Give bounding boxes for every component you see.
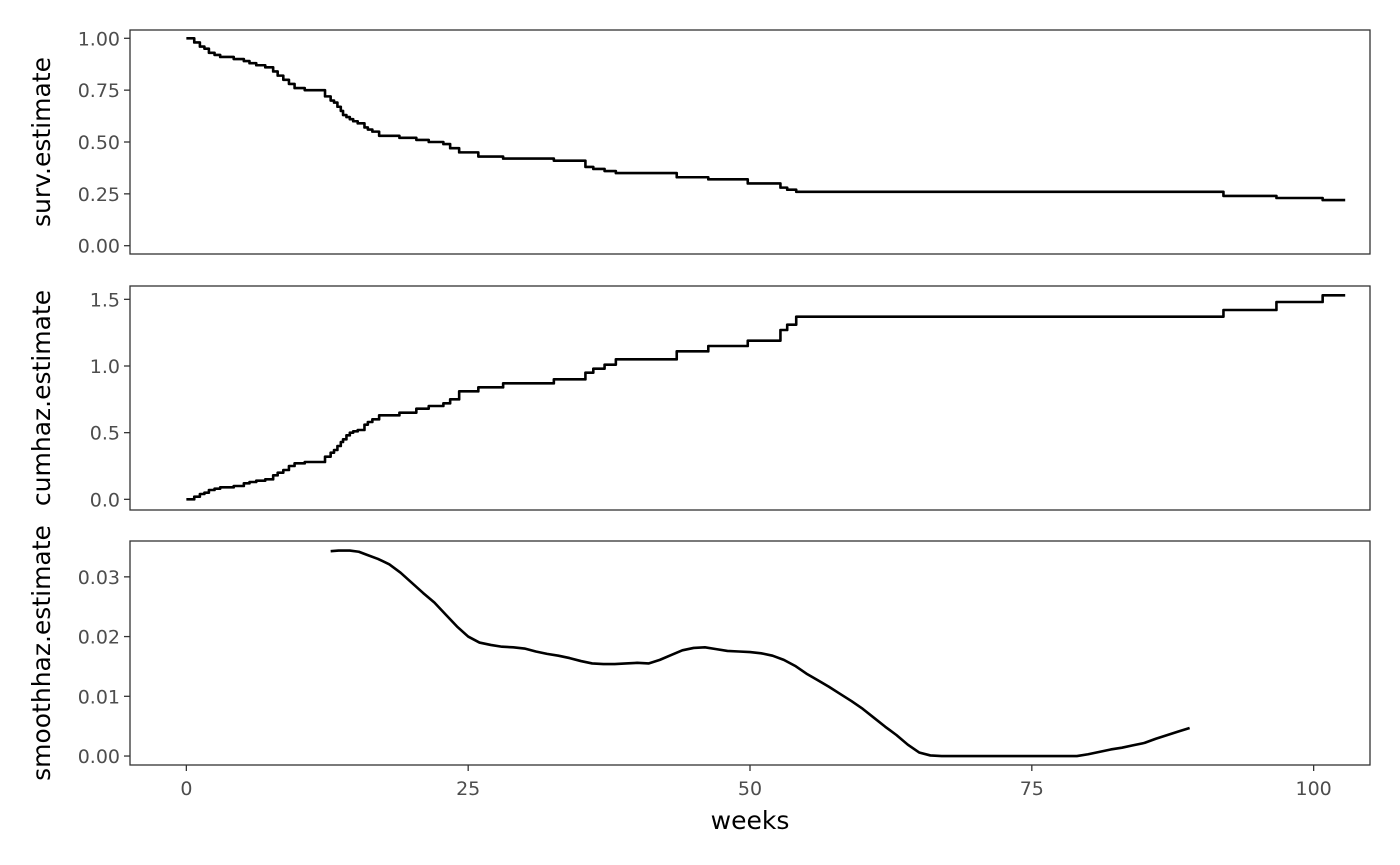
cumhaz-y-tick-label: 1.0 [90, 356, 120, 378]
smoothhaz-y-axis-title: smoothhaz.estimate [27, 525, 56, 781]
cumhaz-y-tick-label: 0.0 [90, 489, 120, 511]
smoothhaz-x-tick-label: 0 [180, 778, 192, 800]
survival-y-tick-label: 0.00 [78, 236, 120, 258]
smoothhaz-y-tick-label: 0.02 [78, 627, 120, 649]
smoothhaz-series-line [330, 549, 1191, 758]
cumhaz-series-line [186, 294, 1346, 501]
smoothhaz-y-tick-label: 0.00 [78, 746, 120, 768]
smoothhaz-x-tick-label: 100 [1296, 778, 1332, 800]
x-axis-title: weeks [711, 806, 790, 835]
cumhaz-y-axis-title: cumhaz.estimate [27, 290, 56, 506]
survival-y-axis-title: surv.estimate [27, 57, 56, 227]
smoothhaz-y-tick-label: 0.01 [78, 686, 120, 708]
cumhaz-y-tick-label: 0.5 [90, 423, 120, 445]
survival-y-tick-label: 1.00 [78, 28, 120, 50]
survival-series-line [186, 37, 1346, 202]
cumhaz-panel-border [129, 285, 1371, 511]
smoothhaz-x-tick-label: 25 [456, 778, 480, 800]
smoothhaz-y-tick-label: 0.03 [78, 567, 120, 589]
smoothhaz-x-tick-label: 75 [1020, 778, 1044, 800]
survival-y-tick-label: 0.75 [78, 80, 120, 102]
survival-panel: 0.00 0.25 0.50 0.75 1.00 surv.estimate [27, 28, 1371, 258]
survival-y-tick-label: 0.50 [78, 132, 120, 154]
smoothhaz-x-tick-label: 50 [738, 778, 762, 800]
survival-y-tick-label: 0.25 [78, 184, 120, 206]
cumhaz-y-tick-label: 1.5 [90, 289, 120, 311]
cumhaz-panel: 0.0 0.5 1.0 1.5 cumhaz.estimate [27, 285, 1371, 511]
smoothhaz-panel: 0.00 0.01 0.02 0.03 smoothhaz.estimate 0 25 50 7… [27, 525, 1371, 835]
survival-panel-border [129, 29, 1371, 255]
